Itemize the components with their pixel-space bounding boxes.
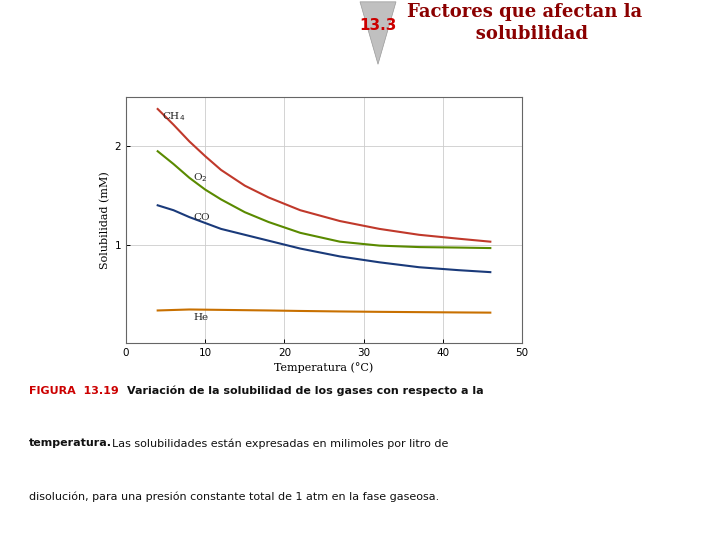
Y-axis label: Solubilidad (mM): Solubilidad (mM) xyxy=(100,171,110,269)
Text: CO: CO xyxy=(193,213,210,221)
Polygon shape xyxy=(360,2,396,64)
Text: He: He xyxy=(193,313,209,322)
Text: FIGURA  13.19: FIGURA 13.19 xyxy=(29,386,119,396)
Text: O$_2$: O$_2$ xyxy=(193,171,208,184)
Text: Variación de la solubilidad de los gases con respecto a la: Variación de la solubilidad de los gases… xyxy=(127,386,483,396)
Text: Las solubilidades están expresadas en milimoles por litro de: Las solubilidades están expresadas en mi… xyxy=(112,438,449,449)
Text: 13.3: 13.3 xyxy=(359,18,397,33)
Text: CH$_4$: CH$_4$ xyxy=(161,111,185,123)
Text: disolución, para una presión constante total de 1 atm en la fase gaseosa.: disolución, para una presión constante t… xyxy=(29,491,439,502)
Text: Factores que afectan la
           solubilidad: Factores que afectan la solubilidad xyxy=(407,3,642,43)
Text: temperatura.: temperatura. xyxy=(29,438,112,449)
X-axis label: Temperatura (°C): Temperatura (°C) xyxy=(274,362,374,373)
